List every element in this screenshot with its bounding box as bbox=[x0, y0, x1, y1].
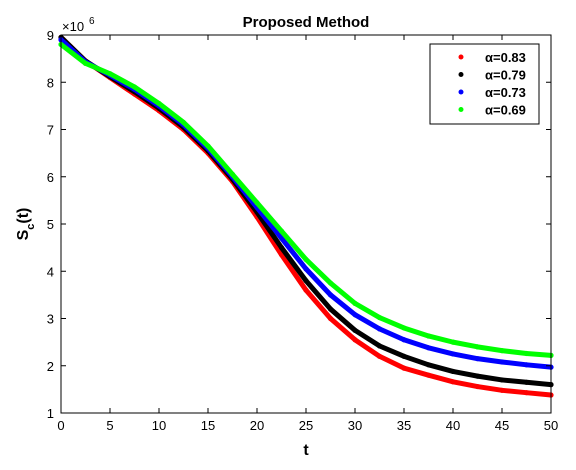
legend-marker bbox=[458, 107, 464, 112]
data-point bbox=[352, 327, 358, 333]
x-tick-label: 35 bbox=[397, 418, 411, 433]
legend-marker bbox=[458, 54, 464, 60]
y-tick-label: 5 bbox=[47, 217, 54, 232]
data-point bbox=[107, 71, 113, 77]
data-point bbox=[327, 292, 334, 298]
data-point bbox=[229, 171, 236, 177]
legend-box bbox=[429, 43, 540, 125]
y-tick-label: 9 bbox=[47, 28, 54, 43]
y-axis-title-main: S bbox=[15, 229, 32, 240]
data-point bbox=[82, 60, 89, 66]
y-tick-label: 2 bbox=[47, 359, 54, 374]
data-point bbox=[474, 356, 481, 362]
data-point bbox=[401, 325, 407, 331]
data-point bbox=[425, 362, 432, 368]
x-tick-label: 15 bbox=[201, 418, 215, 433]
chart-title: Proposed Method bbox=[243, 14, 370, 31]
data-point bbox=[523, 379, 530, 385]
data-point bbox=[523, 390, 530, 396]
data-point bbox=[474, 344, 481, 350]
y-tick-label: 6 bbox=[47, 170, 54, 185]
data-point bbox=[278, 228, 285, 234]
data-point bbox=[254, 200, 260, 206]
data-point bbox=[303, 278, 309, 284]
x-axis-ticks: 0 5 10 15 20 25 30 35 40 45 50 bbox=[57, 35, 558, 433]
data-point bbox=[499, 387, 505, 393]
data-point bbox=[156, 100, 162, 107]
data-point bbox=[450, 351, 456, 357]
y-tick-label: 7 bbox=[47, 123, 54, 138]
y-multiplier-base: ×10 bbox=[62, 19, 84, 34]
y-axis-title-subscript: c bbox=[25, 224, 37, 230]
x-tick-label: 5 bbox=[106, 418, 113, 433]
legend: α=0.83 α=0.79 α=0.73 α=0.69 bbox=[429, 43, 540, 125]
data-point bbox=[376, 343, 383, 349]
legend-label: α=0.73 bbox=[485, 85, 526, 100]
x-axis-title: t bbox=[303, 442, 309, 459]
data-point bbox=[450, 368, 456, 375]
x-tick-label: 25 bbox=[299, 418, 313, 433]
y-tick-label: 1 bbox=[47, 406, 54, 421]
x-tick-label: 50 bbox=[544, 418, 558, 433]
x-tick-label: 10 bbox=[152, 418, 166, 433]
data-point bbox=[523, 350, 530, 357]
data-point bbox=[327, 306, 334, 312]
data-point bbox=[352, 337, 358, 343]
y-axis-ticks: 1 2 3 4 5 6 7 8 9 bbox=[47, 28, 551, 421]
svg-text:Sc(t): Sc(t) bbox=[15, 208, 37, 241]
legend-marker bbox=[458, 72, 464, 77]
data-point bbox=[180, 119, 187, 126]
legend-marker bbox=[458, 89, 464, 95]
data-point bbox=[205, 143, 211, 149]
data-point bbox=[303, 287, 309, 293]
data-point bbox=[278, 245, 285, 251]
data-point bbox=[499, 359, 505, 365]
x-tick-label: 20 bbox=[250, 418, 264, 433]
data-point bbox=[450, 339, 456, 345]
data-point bbox=[303, 256, 309, 263]
data-point bbox=[352, 312, 358, 318]
data-point bbox=[499, 348, 505, 354]
series-4 bbox=[58, 41, 554, 358]
data-point bbox=[303, 266, 309, 272]
legend-label: α=0.79 bbox=[485, 68, 526, 83]
x-tick-label: 30 bbox=[348, 418, 362, 433]
data-point bbox=[425, 345, 432, 351]
data-point bbox=[450, 379, 456, 385]
data-point bbox=[376, 314, 383, 321]
y-axis-title: Sc(t) bbox=[15, 208, 37, 241]
data-point bbox=[401, 365, 407, 371]
data-point bbox=[474, 373, 481, 379]
data-point bbox=[131, 84, 138, 90]
data-point bbox=[425, 372, 432, 378]
x-tick-label: 40 bbox=[446, 418, 460, 433]
data-point bbox=[278, 235, 285, 241]
data-point bbox=[327, 280, 334, 286]
legend-label: α=0.69 bbox=[485, 103, 526, 118]
y-tick-label: 4 bbox=[47, 264, 54, 279]
x-tick-label: 0 bbox=[57, 418, 64, 433]
data-point bbox=[425, 333, 432, 339]
data-point bbox=[499, 377, 505, 383]
x-tick-label: 45 bbox=[495, 418, 509, 433]
y-tick-label: 3 bbox=[47, 312, 54, 327]
data-point bbox=[376, 326, 383, 332]
y-tick-label: 8 bbox=[47, 75, 54, 90]
legend-label: α=0.83 bbox=[485, 50, 526, 65]
y-axis-multiplier: ×10 6 bbox=[62, 16, 95, 34]
y-multiplier-exponent: 6 bbox=[89, 16, 95, 27]
data-point bbox=[352, 300, 358, 306]
data-point bbox=[523, 362, 530, 368]
series-layer bbox=[58, 34, 554, 398]
data-point bbox=[401, 353, 407, 359]
y-axis-title-tail: (t) bbox=[15, 208, 32, 224]
data-point bbox=[376, 353, 383, 359]
data-point bbox=[401, 337, 407, 343]
data-point bbox=[474, 383, 481, 390]
data-point bbox=[327, 315, 334, 322]
